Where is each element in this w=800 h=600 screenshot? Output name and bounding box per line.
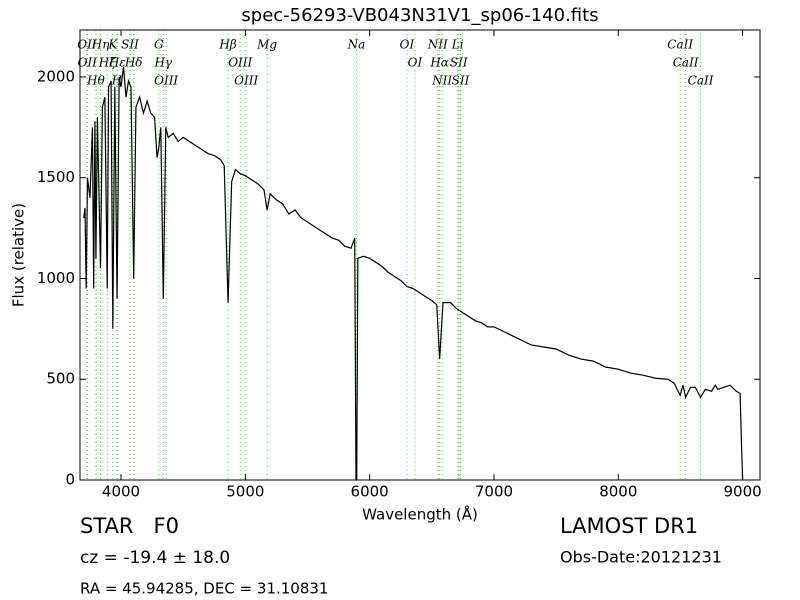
object-type: STAR F0 [80, 514, 179, 538]
line-label: OI [408, 56, 423, 70]
y-tick-label: 2000 [37, 67, 75, 85]
chart-title: spec-56293-VB043N31V1_sp06-140.fits [241, 5, 598, 26]
line-label: NII [427, 38, 448, 52]
line-label: CaII [667, 38, 693, 52]
line-label: OII [78, 56, 98, 70]
line-label: Hδ [124, 56, 143, 70]
line-label: OIII [234, 74, 258, 88]
x-tick-label: 7000 [475, 483, 513, 501]
x-tick-label: 9000 [724, 483, 762, 501]
line-label: Na [347, 38, 366, 52]
line-label: SII [121, 38, 139, 52]
line-label: G [154, 38, 164, 52]
line-label: Hβ [218, 38, 236, 52]
y-axis-label: Flux (relative) [10, 203, 28, 307]
y-tick-label: 1500 [37, 168, 75, 186]
line-label: Hγ [153, 56, 172, 70]
line-label: H [111, 74, 123, 88]
x-tick-label: 5000 [226, 483, 264, 501]
line-label: OIII [228, 56, 252, 70]
line-label: Hθ [86, 74, 105, 88]
line-label: SII [452, 74, 470, 88]
line-label: K [107, 38, 118, 52]
obs-date: Obs-Date:20121231 [560, 548, 722, 567]
plot-area: OIIOIIHθHηHζKHHεSIIHδGHγOIIIHβOIIIOIIIMg… [77, 30, 744, 481]
y-tick-label: 1000 [37, 269, 75, 287]
line-label: Mg [256, 38, 277, 52]
line-label: OI [400, 38, 415, 52]
line-label: OIII [154, 74, 178, 88]
x-axis-label: Wavelength (Å) [362, 505, 478, 524]
line-label: SII [450, 56, 468, 70]
line-label: Hη [91, 38, 110, 52]
plot-frame [79, 29, 761, 481]
coordinates: RA = 45.94285, DEC = 31.10831 [80, 580, 328, 598]
line-label: CaII [688, 74, 714, 88]
line-label: CaII [673, 56, 699, 70]
line-label: Li [451, 38, 464, 52]
x-tick-label: 4000 [102, 483, 140, 501]
redshift: cz = -19.4 ± 18.0 [80, 548, 230, 568]
x-tick-label: 6000 [351, 483, 389, 501]
spectrum-line [83, 66, 744, 481]
line-label: Hε [108, 56, 126, 70]
line-label: NII [431, 74, 452, 88]
line-label: Hα [429, 56, 449, 70]
y-tick-label: 0 [65, 471, 75, 489]
survey: LAMOST DR1 [560, 514, 698, 538]
y-tick-label: 500 [46, 370, 75, 388]
line-label: OII [77, 38, 97, 52]
x-tick-label: 8000 [599, 483, 637, 501]
